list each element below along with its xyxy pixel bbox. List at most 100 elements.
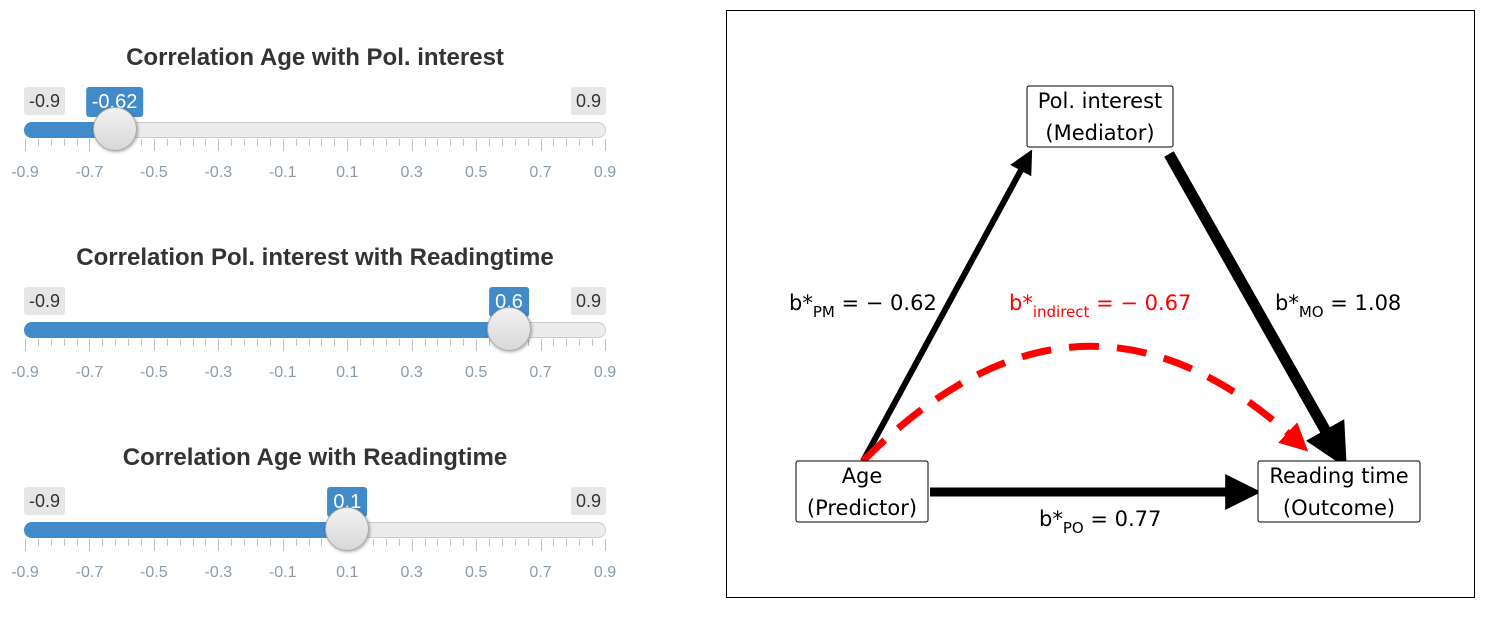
slider-tick xyxy=(231,539,233,546)
slider-tick xyxy=(25,339,26,351)
slider-tick xyxy=(63,339,65,346)
slider-tick xyxy=(244,539,246,546)
slider-tick xyxy=(192,539,194,546)
slider-tick xyxy=(385,539,387,546)
slider-tick xyxy=(424,339,426,346)
slider-tick-label: 0.3 xyxy=(400,364,423,381)
node-mediator-line1: Pol. interest xyxy=(1038,89,1163,113)
slider-handle[interactable] xyxy=(92,107,137,151)
slider-tick xyxy=(76,139,78,146)
slider-handle[interactable] xyxy=(487,307,531,351)
slider-tick xyxy=(282,539,284,551)
slider-tick xyxy=(231,339,233,346)
slider-tick xyxy=(501,539,503,546)
slider-title: Correlation Pol. interest with Readingti… xyxy=(76,244,554,271)
slider-tick xyxy=(489,539,490,546)
slider-tick xyxy=(269,139,271,146)
slider-tick xyxy=(257,139,258,146)
slider-tick xyxy=(424,539,426,546)
slider-tick xyxy=(166,539,168,546)
slider-tick xyxy=(437,539,439,546)
slider-tick xyxy=(282,339,284,351)
slider-tick xyxy=(566,139,568,146)
arrow-indirect-effect xyxy=(860,342,1309,464)
label-path-indirect: b*indirect = − 0.67 xyxy=(1009,291,1191,321)
slider-tick-label: -0.1 xyxy=(268,164,297,181)
slider-tick xyxy=(489,139,490,146)
slider-tick xyxy=(373,139,374,146)
slider-tick-label: 0.5 xyxy=(464,164,488,181)
slider-tick xyxy=(295,139,297,146)
slider-tick xyxy=(476,139,478,151)
slider-age-readingtime: Correlation Age with Readingtime -0.9 0.9 0… xyxy=(11,443,616,603)
slider-tick xyxy=(50,139,52,146)
node-outcome: Reading time (Outcome) xyxy=(1257,460,1421,523)
slider-tick xyxy=(527,539,529,546)
slider-tick xyxy=(166,339,168,346)
slider-tick xyxy=(540,139,542,151)
slider-tick xyxy=(192,139,194,146)
slider-tick xyxy=(450,139,452,146)
slider-tick xyxy=(385,139,387,146)
slider-tick xyxy=(566,539,568,546)
slider-tick xyxy=(347,139,349,151)
slider-tick-label: -0.5 xyxy=(140,364,168,381)
node-predictor-line2: (Predictor) xyxy=(807,496,917,520)
slider-tick xyxy=(605,139,606,151)
slider-tick-label: -0.3 xyxy=(204,364,233,381)
slider-tick xyxy=(128,539,130,546)
slider-max-label: 0.9 xyxy=(570,287,606,315)
slider-tick-label: 0.9 xyxy=(593,164,617,181)
slider-tick xyxy=(592,139,594,146)
slider-tick xyxy=(424,139,426,146)
slider-tick-label: 0.3 xyxy=(400,164,423,181)
slider-tick xyxy=(398,339,400,346)
slider-tick xyxy=(218,139,220,151)
slider-fill xyxy=(24,522,348,538)
slider-tick xyxy=(63,539,65,546)
slider-tick xyxy=(450,539,452,546)
slider-tick xyxy=(540,339,542,351)
arrow-mediator-to-outcome xyxy=(1164,151,1347,469)
slider-tick xyxy=(373,539,374,546)
slider-tick xyxy=(592,539,594,546)
slider-tick xyxy=(411,139,413,151)
slider-tick-label: -0.5 xyxy=(140,164,168,181)
slider-tick xyxy=(37,139,39,146)
label-path-po: b*PO = 0.77 xyxy=(1039,507,1161,537)
slider-tick xyxy=(437,339,439,346)
slider-tick xyxy=(205,339,207,346)
slider-tick xyxy=(360,339,362,346)
slider-tick-label: -0.5 xyxy=(140,564,168,581)
slider-tick-label: 0.7 xyxy=(529,164,552,181)
slider-min-label: -0.9 xyxy=(24,487,66,515)
slider-handle[interactable] xyxy=(325,507,370,551)
slider-tick xyxy=(592,339,594,346)
slider-tick xyxy=(501,139,503,146)
slider-tick xyxy=(579,339,581,346)
slider-tick xyxy=(463,139,465,146)
slider-tick xyxy=(25,539,26,551)
slider-tick xyxy=(321,139,323,146)
slider-tick-label: -0.3 xyxy=(204,164,233,181)
slider-tick xyxy=(527,139,529,146)
slider-tick xyxy=(295,539,297,546)
slider-tick-label: 0.1 xyxy=(336,164,359,181)
slider-tick-label: 0.9 xyxy=(593,564,617,581)
slider-tick xyxy=(450,339,452,346)
slider-tick xyxy=(579,539,581,546)
slider-tick xyxy=(282,139,284,151)
slider-tick xyxy=(205,139,207,146)
slider-title: Correlation Age with Pol. interest xyxy=(126,44,504,71)
slider-tick xyxy=(398,539,400,546)
slider-tick xyxy=(463,539,465,546)
slider-tick xyxy=(179,539,181,546)
slider-tick xyxy=(37,539,39,546)
slider-tick xyxy=(153,539,155,551)
slider-tick xyxy=(553,539,555,546)
slider-tick xyxy=(605,539,606,551)
slider-tick-label: 0.5 xyxy=(464,564,488,581)
slider-tick xyxy=(334,139,336,146)
slider-tick xyxy=(269,539,271,546)
slider-tick xyxy=(153,139,155,151)
